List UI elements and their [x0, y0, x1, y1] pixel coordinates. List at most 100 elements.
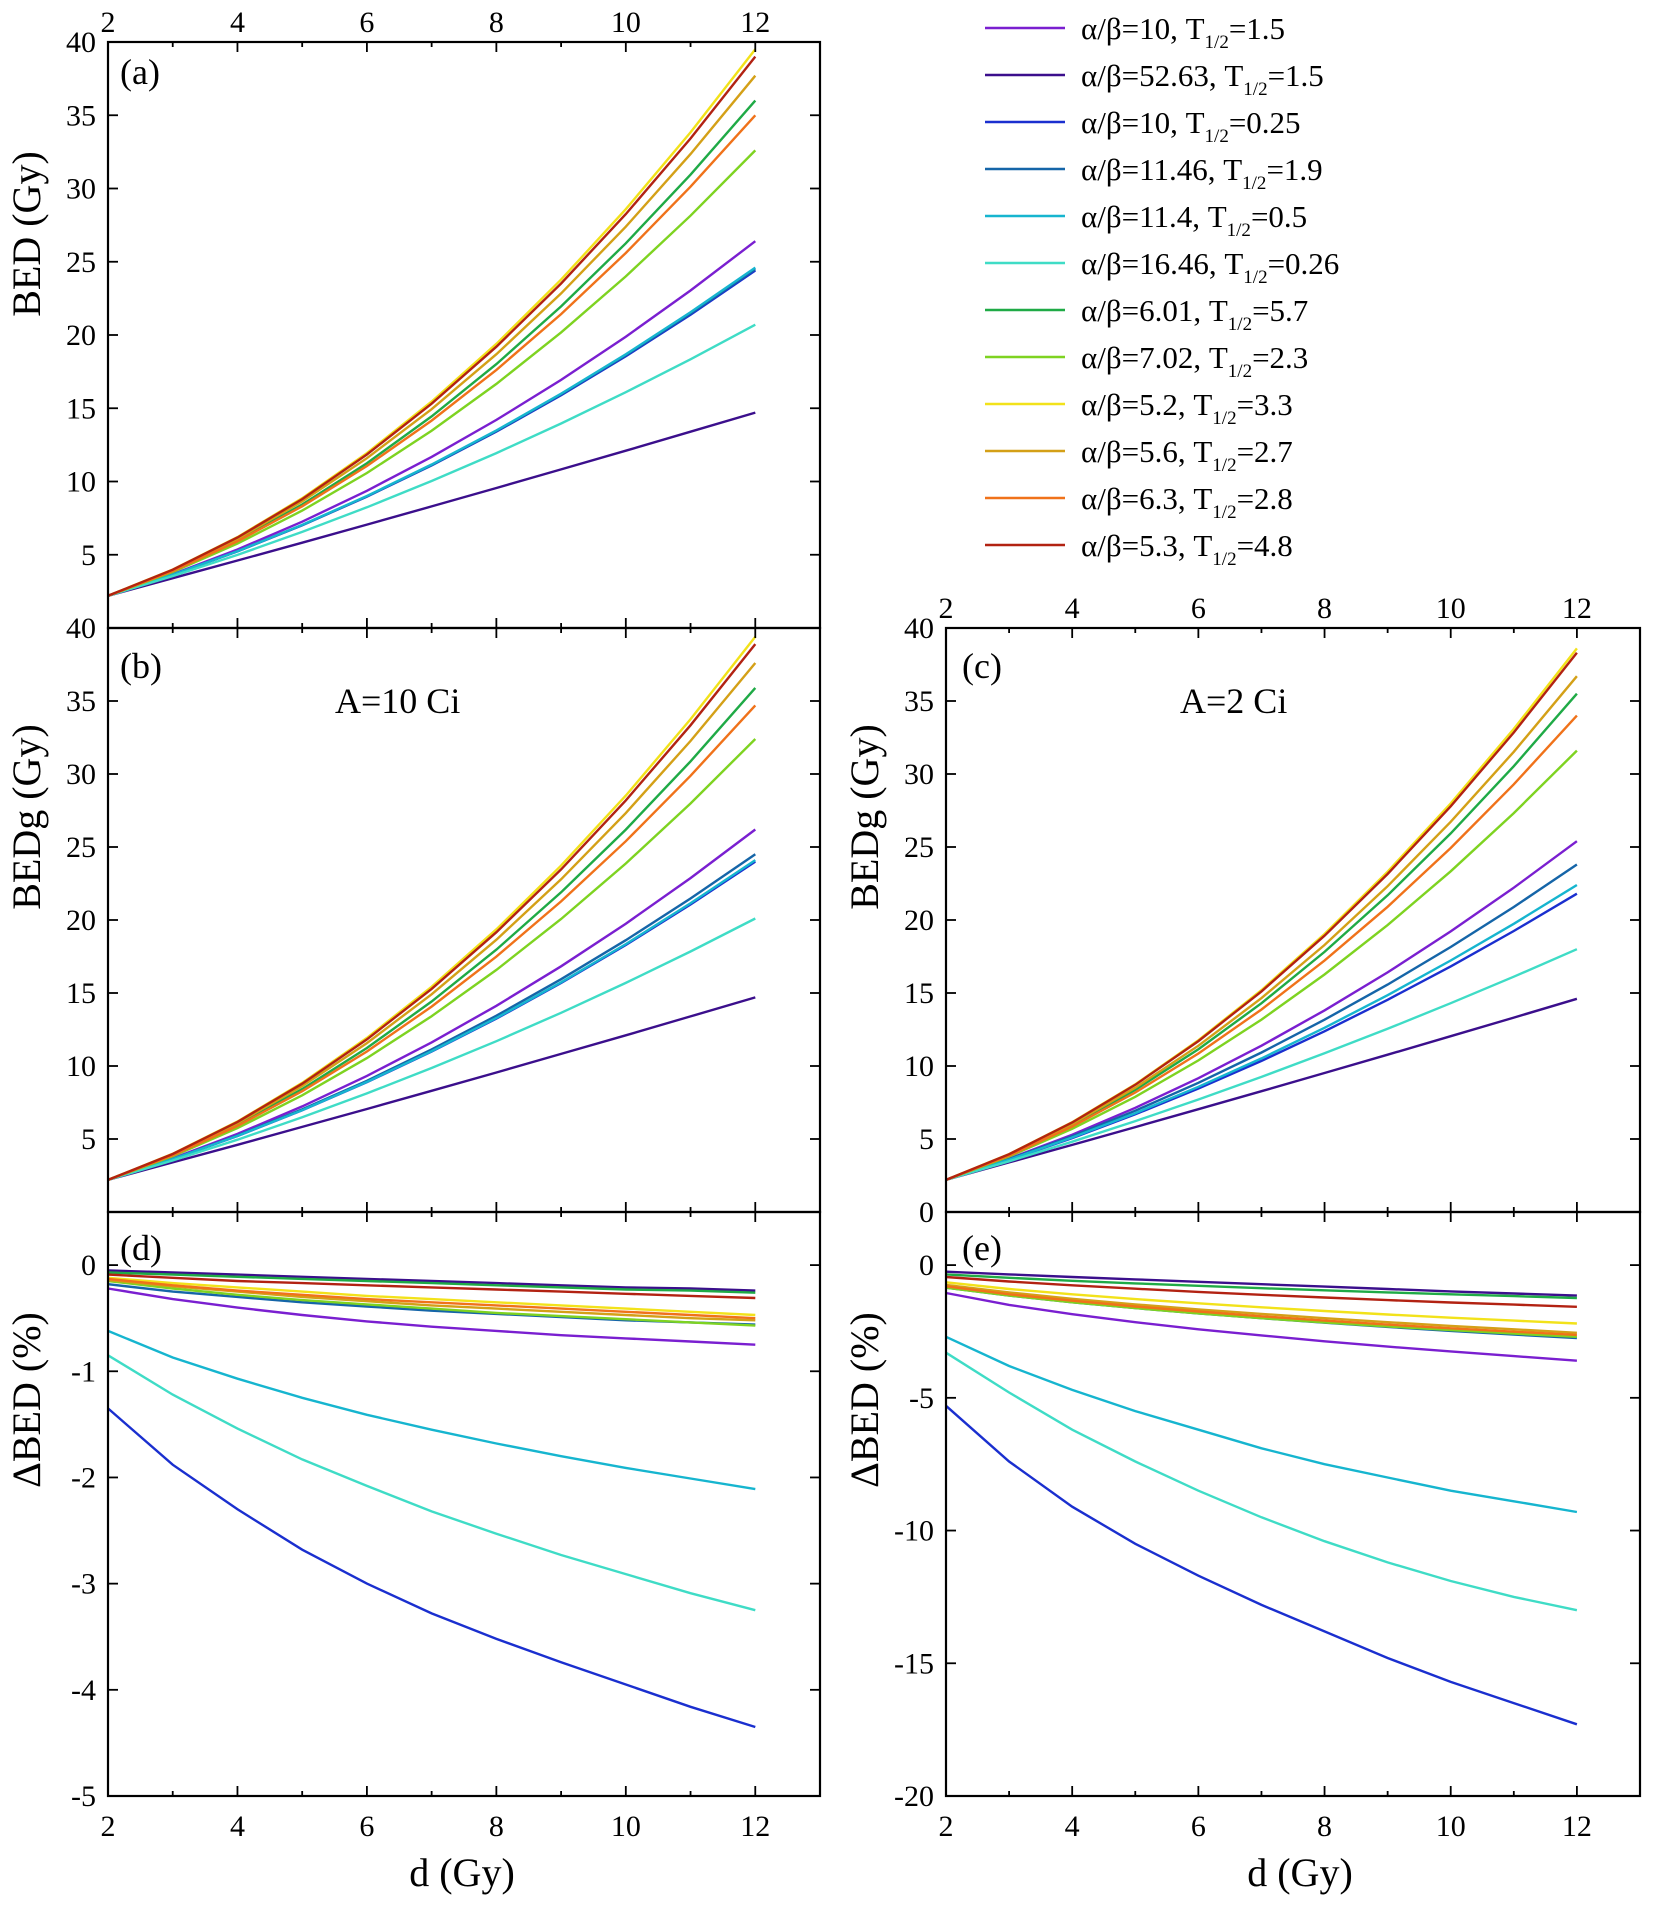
x-tick-top-label-a-2: 6: [359, 6, 374, 39]
series-line-b-11: [107, 643, 757, 1182]
legend-item-6: α/β=6.01, T1/2=5.7: [985, 293, 1308, 335]
panel-a: 2 4 6 8 10 12 5 10 15 20 25 30 35 40 (a) BED (Gy): [4, 6, 822, 630]
y-tick-label-d-2: -2: [71, 1461, 96, 1494]
y-tick-label-c-8: 40: [904, 612, 934, 645]
x-tick-label-e-0: 2: [939, 1810, 954, 1843]
x-tick-label-d-0: 2: [101, 1810, 116, 1843]
y-tick-label-d-3: -3: [71, 1568, 96, 1601]
y-tick-label-a-0: 5: [81, 539, 96, 572]
series-line-a-7: [107, 149, 757, 597]
series-line-d-1: [107, 1269, 756, 1292]
axes-c: 2 4 6 8 10 12 0 5 10 15 20 25 30 35 40: [904, 592, 1642, 1229]
y-tick-label-c-5: 25: [904, 831, 934, 864]
y-tick-label-a-2: 15: [66, 392, 96, 425]
panel-e: 2 4 6 8 10 12 0 -5 -10 -15 -20 (e) ΔBED (%) d (Gy): [842, 1210, 1642, 1895]
plot-frame-d: [106, 1210, 822, 1798]
series-line-d-11: [107, 1273, 756, 1300]
x-axis-title-d: d (Gy): [409, 1850, 515, 1895]
x-tick-label-e-1: 4: [1065, 1810, 1080, 1843]
legend-label-8: α/β=5.2, T1/2=3.3: [1081, 387, 1293, 429]
y-tick-label-e-3: -15: [894, 1647, 934, 1680]
panel-label-d: (d): [120, 1228, 162, 1268]
activity-label-b: A=10 Ci: [335, 681, 460, 721]
y-tick-label-b-1: 10: [66, 1050, 96, 1083]
x-tick-label-d-3: 8: [489, 1810, 504, 1843]
legend-label-2: α/β=10, T1/2=0.25: [1081, 105, 1301, 147]
y-tick-label-c-4: 20: [904, 904, 934, 937]
y-tick-label-a-6: 35: [66, 99, 96, 132]
legend-item-0: α/β=10, T1/2=1.5: [985, 11, 1285, 53]
series-group-b: [107, 636, 757, 1182]
y-tick-label-d-5: -5: [71, 1780, 96, 1813]
panel-label-a: (a): [120, 52, 160, 92]
y-tick-label-b-2: 15: [66, 977, 96, 1010]
series-line-c-1: [945, 997, 1578, 1182]
series-group-e: [945, 1270, 1578, 1726]
series-line-e-7: [945, 1286, 1577, 1338]
legend-label-11: α/β=5.3, T1/2=4.8: [1081, 528, 1293, 570]
series-line-b-10: [107, 704, 757, 1182]
y-tick-label-c-6: 30: [904, 758, 934, 791]
series-line-d-5: [107, 1354, 756, 1612]
y-tick-label-b-3: 20: [66, 904, 96, 937]
x-tick-top-label-a-4: 10: [611, 6, 641, 39]
x-tick-top-label-a-1: 4: [230, 6, 245, 39]
series-line-a-0: [107, 240, 757, 597]
y-tick-label-b-6: 35: [66, 685, 96, 718]
y-tick-label-d-0: 0: [81, 1249, 96, 1282]
y-tick-label-b-0: 5: [81, 1123, 96, 1156]
series-line-a-5: [107, 323, 756, 597]
series-line-c-5: [945, 948, 1578, 1182]
series-line-c-11: [945, 652, 1578, 1182]
y-tick-label-b-5: 30: [66, 758, 96, 791]
legend-label-6: α/β=6.01, T1/2=5.7: [1081, 293, 1308, 335]
legend-label-4: α/β=11.4, T1/2=0.5: [1081, 199, 1307, 241]
x-tick-top-label-c-2: 6: [1191, 592, 1206, 625]
y-tick-label-a-1: 10: [66, 466, 96, 499]
x-tick-label-e-2: 6: [1191, 1810, 1206, 1843]
series-group-c: [945, 647, 1578, 1182]
panel-label-c: (c): [962, 646, 1002, 686]
y-tick-label-a-5: 30: [66, 173, 96, 206]
series-line-a-11: [107, 55, 757, 597]
plot-frame-e: [944, 1210, 1642, 1798]
legend-item-7: α/β=7.02, T1/2=2.3: [985, 340, 1308, 382]
y-tick-label-c-3: 15: [904, 977, 934, 1010]
x-tick-top-label-a-3: 8: [489, 6, 504, 39]
y-tick-label-b-4: 25: [66, 831, 96, 864]
y-tick-label-e-1: -5: [909, 1382, 934, 1415]
y-tick-label-a-7: 40: [66, 26, 96, 59]
series-line-e-2: [945, 1404, 1578, 1726]
y-axis-title-e: ΔBED (%): [842, 1312, 887, 1488]
series-line-e-6: [945, 1273, 1577, 1300]
legend-item-11: α/β=5.3, T1/2=4.8: [985, 528, 1293, 570]
axes-e: 2 4 6 8 10 12 0 -5 -10 -15 -20: [894, 1210, 1642, 1843]
y-tick-label-c-2: 10: [904, 1050, 934, 1083]
y-axis-title-b: BEDg (Gy): [4, 724, 49, 910]
series-line-a-10: [107, 114, 757, 597]
y-axis-title-d: ΔBED (%): [4, 1312, 49, 1488]
y-tick-label-e-0: 0: [919, 1249, 934, 1282]
series-line-d-7: [107, 1279, 756, 1327]
y-tick-label-c-1: 5: [919, 1123, 934, 1156]
panel-d: 2 4 6 8 10 12 0 -1 -2 -3 -4 -5 (d) ΔBED (%) d (Gy): [4, 1210, 822, 1895]
axes-b: 5 10 15 20 25 30 35 40: [66, 612, 822, 1214]
x-tick-label-e-5: 12: [1562, 1810, 1592, 1843]
activity-label-c: A=2 Ci: [1180, 681, 1287, 721]
legend-label-9: α/β=5.6, T1/2=2.7: [1081, 434, 1293, 476]
y-axis-title-c: BEDg (Gy): [842, 724, 887, 910]
legend-item-10: α/β=6.3, T1/2=2.8: [985, 481, 1293, 523]
series-line-d-4: [107, 1329, 756, 1491]
y-tick-label-a-4: 25: [66, 246, 96, 279]
series-line-d-8: [107, 1276, 756, 1317]
series-line-a-1: [107, 411, 756, 597]
x-tick-label-d-1: 4: [230, 1810, 245, 1843]
legend: α/β=10, T1/2=1.5 α/β=52.63, T1/2=1.5 α/β=1…: [985, 11, 1339, 570]
panel-b: 5 10 15 20 25 30 35 40 (b) A=10 Ci BEDg (Gy): [4, 612, 822, 1214]
series-line-b-1: [107, 996, 756, 1182]
series-line-a-4: [107, 266, 756, 597]
y-tick-label-c-0: 0: [919, 1196, 934, 1229]
x-tick-top-label-c-4: 10: [1436, 592, 1466, 625]
x-tick-top-label-c-0: 2: [939, 592, 954, 625]
